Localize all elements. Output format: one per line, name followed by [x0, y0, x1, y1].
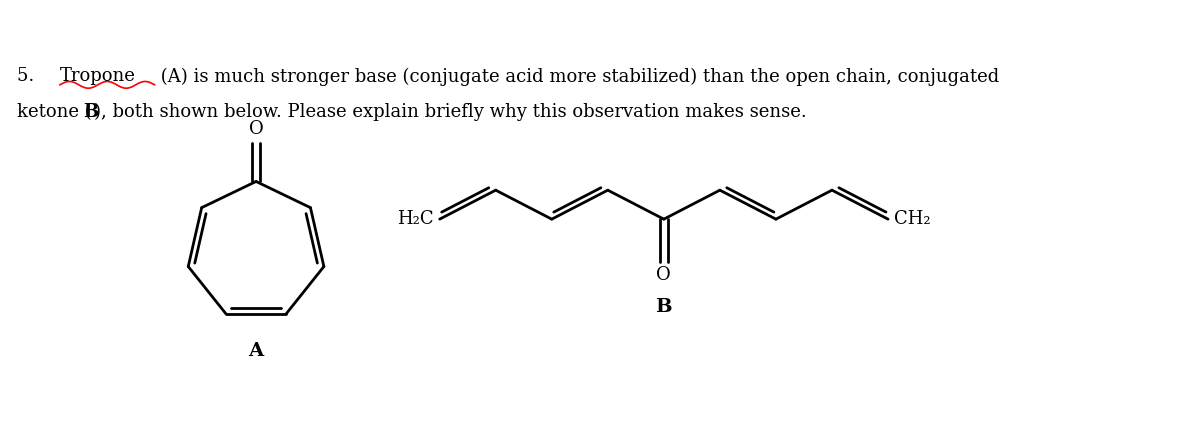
Text: (A) is much stronger base (conjugate acid more stabilized) than the open chain, : (A) is much stronger base (conjugate aci…	[155, 67, 998, 86]
Text: O: O	[656, 266, 671, 284]
Text: ), both shown below. Please explain briefly why this observation makes sense.: ), both shown below. Please explain brie…	[95, 103, 806, 122]
Text: A: A	[248, 342, 264, 360]
Text: 5.: 5.	[17, 67, 46, 85]
Text: CH₂: CH₂	[894, 210, 930, 228]
Text: O: O	[248, 120, 264, 138]
Text: H₂C: H₂C	[397, 210, 434, 228]
Text: ketone (: ketone (	[17, 103, 92, 121]
Text: B: B	[655, 299, 672, 316]
Text: B: B	[83, 103, 98, 121]
Text: Tropone: Tropone	[60, 67, 136, 85]
